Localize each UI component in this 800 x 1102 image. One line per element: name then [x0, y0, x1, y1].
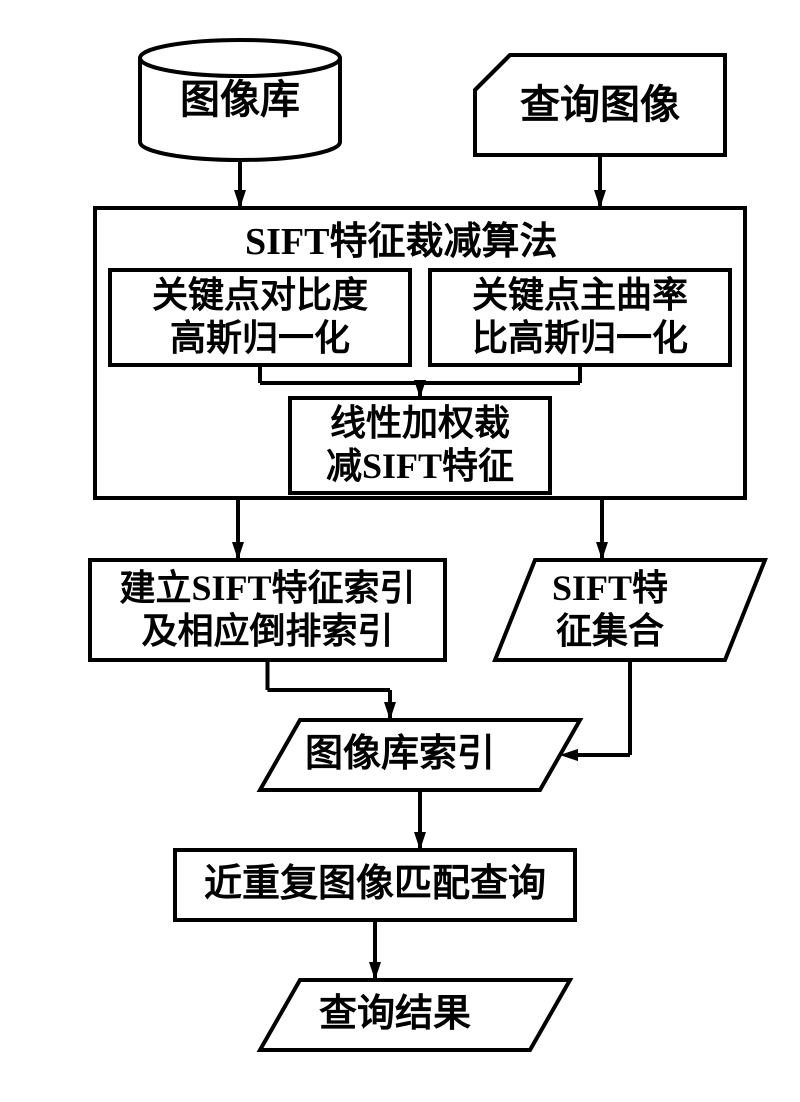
algo_title-label: SIFT特征裁减算法	[245, 220, 557, 266]
sub2-label: 关键点主曲率 比高斯归一化	[430, 274, 730, 360]
idx-label: 建立SIFT特征索引 及相应倒排索引	[90, 567, 445, 653]
match-label: 近重复图像匹配查询	[175, 862, 575, 908]
db-label: 图像库	[140, 76, 340, 124]
diagram-svg	[0, 0, 800, 1102]
query-label: 查询图像	[475, 81, 725, 129]
sub3-label: 线性加权裁 减SIFT特征	[290, 402, 550, 488]
feat-label: SIFT特 征集合	[495, 567, 725, 653]
diagram-canvas: 图像库 查询图像 SIFT特征裁减算法关键点对比度 高斯归一化关键点主曲率 比高斯归…	[0, 0, 800, 1102]
result-label: 查询结果	[260, 992, 530, 1038]
sub1-label: 关键点对比度 高斯归一化	[110, 274, 410, 360]
libidx-label: 图像库索引	[260, 732, 540, 778]
